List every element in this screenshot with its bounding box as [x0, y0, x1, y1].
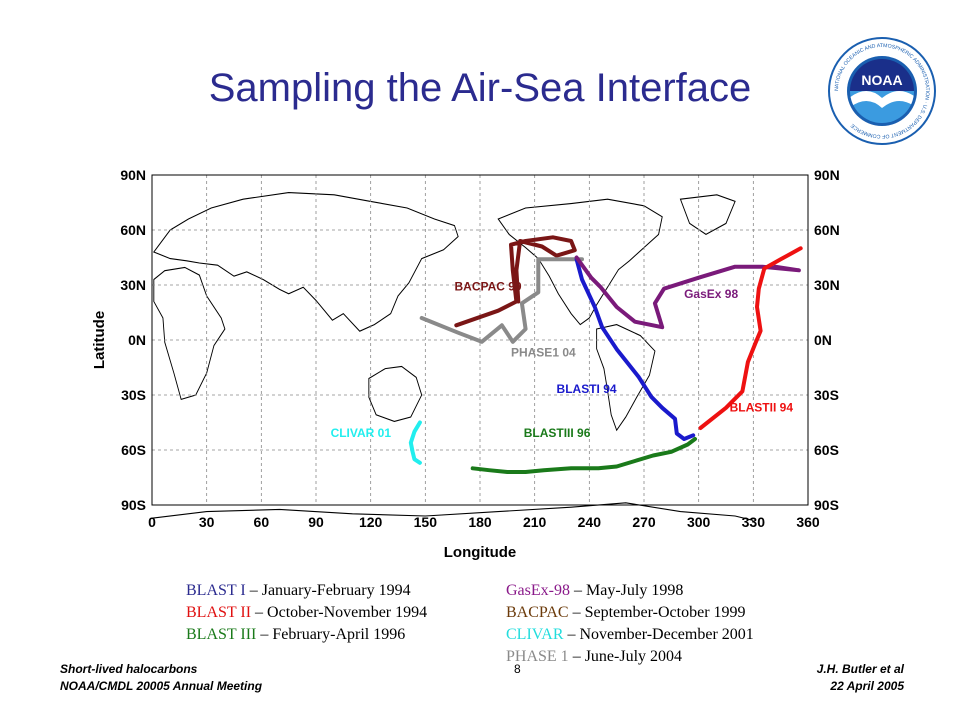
sampling-map: BACPAC 99 PHASE1 04 BLASTI 94 GasEx 98 BLAST… [91, 167, 840, 561]
x-tick-label: 0 [148, 514, 156, 530]
legend-dates: – October-November 1994 [251, 604, 428, 621]
plot-area: BACPAC 99 PHASE1 04 BLASTI 94 GasEx 98 BLAST… [91, 167, 840, 561]
legend-name: BLAST I [186, 582, 246, 599]
x-tick-label: 90 [308, 514, 324, 530]
x-tick-labels: 0 30 60 90 120 150 180 210 240 270 300 330 360 [148, 514, 820, 530]
coastline-greenland [679, 194, 736, 236]
track-label: BLASTII 94 [730, 401, 794, 415]
x-tick-label: 150 [414, 514, 438, 530]
legend-name: BACPAC [506, 604, 569, 621]
legend-name: CLIVAR [506, 626, 564, 643]
x-tick-label: 270 [632, 514, 656, 530]
footer-left-line1: Short-lived halocarbons [60, 662, 198, 676]
legend-entry-bacpac: BACPAC – September-October 1999 [506, 604, 746, 622]
y-tick-label-right: 30N [814, 277, 840, 293]
noaa-logo: NOAA NATIONAL OCEANIC AND ATMOSPHERIC AD… [828, 37, 936, 145]
coastline-africa [153, 266, 226, 401]
y-axis-label-left: Latitude [91, 311, 108, 369]
track-bacpac-99 [454, 235, 577, 328]
track-label: CLIVAR 01 [331, 426, 392, 440]
track-blastiii-96 [470, 437, 697, 474]
track-label: BACPAC 99 [454, 280, 521, 294]
gridlines [152, 175, 808, 505]
track-phase1-04 [419, 257, 584, 344]
x-tick-label: 180 [468, 514, 492, 530]
x-tick-label: 210 [523, 514, 547, 530]
track-label: BLASTIII 96 [524, 426, 591, 440]
legend-name: GasEx-98 [506, 582, 570, 599]
track-label: PHASE1 04 [511, 346, 576, 360]
y-tick-labels-right: 90N 60N 30N 0N 30S 60S 90S [814, 167, 840, 513]
legend-entry-gasex: GasEx-98 – May-July 1998 [506, 582, 683, 600]
track-clivar-01 [408, 420, 422, 465]
y-tick-label-left: 90S [121, 497, 146, 513]
y-tick-label-right: 60S [814, 442, 839, 458]
y-tick-label-right: 30S [814, 387, 839, 403]
page-number: 8 [514, 662, 521, 676]
footer-right-line2: 22 April 2005 [830, 679, 904, 693]
x-tick-label: 330 [742, 514, 766, 530]
y-tick-label-left: 60S [121, 442, 146, 458]
y-tick-label-left: 60N [120, 222, 146, 238]
cruise-tracks [408, 235, 803, 474]
y-tick-label-right: 90S [814, 497, 839, 513]
noaa-logo-wordmark: NOAA [861, 72, 902, 88]
y-tick-label-left: 0N [128, 332, 146, 348]
y-tick-label-right: 60N [814, 222, 840, 238]
legend-dates: – May-July 1998 [569, 582, 684, 599]
legend-entry-blast-1: BLAST I – January-February 1994 [186, 582, 411, 600]
coastline-north-america [497, 198, 663, 326]
x-tick-label: 240 [578, 514, 602, 530]
legend-name: BLAST II [186, 604, 252, 621]
y-tick-label-right: 0N [814, 332, 832, 348]
legend-entry-blast-3: BLAST III – February-April 1996 [186, 626, 405, 644]
footer-right-line1: J.H. Butler et al [816, 662, 904, 676]
slide-title: Sampling the Air-Sea Interface [208, 66, 752, 110]
map-frame [151, 174, 809, 506]
y-tick-label-left: 90N [120, 167, 146, 183]
x-tick-label: 120 [359, 514, 383, 530]
footer-left-line2: NOAA/CMDL 20005 Annual Meeting [60, 679, 263, 693]
coastline-south-america [596, 324, 656, 432]
legend-dates: – February-April 1996 [256, 626, 406, 643]
track-blastii-94 [698, 246, 803, 430]
track-label: GasEx 98 [684, 287, 738, 301]
coastline-antarctica [151, 502, 754, 521]
coastline-eurasia [153, 192, 459, 332]
coastline-australia [368, 365, 423, 422]
legend-dates: – January-February 1994 [245, 582, 411, 599]
legend-dates: – September-October 1999 [568, 604, 746, 621]
y-tick-label-left: 30N [120, 277, 146, 293]
track-blasti-94 [574, 257, 696, 441]
legend-dates: – November-December 2001 [563, 626, 754, 643]
x-axis-label: Longitude [444, 544, 516, 561]
legend-name: BLAST III [186, 626, 257, 643]
y-tick-label-right: 90N [814, 167, 840, 183]
track-gasex-98 [574, 255, 801, 330]
legend-entry-blast-2: BLAST II – October-November 1994 [186, 604, 427, 622]
x-tick-label: 300 [687, 514, 711, 530]
track-label: BLASTI 94 [557, 382, 617, 396]
legend-entry-clivar: CLIVAR – November-December 2001 [506, 626, 754, 644]
x-tick-label: 360 [796, 514, 820, 530]
coastlines [151, 192, 754, 521]
y-tick-label-left: 30S [121, 387, 146, 403]
x-tick-label: 30 [199, 514, 215, 530]
y-tick-labels-left: 90N 60N 30N 0N 30S 60S 90S [120, 167, 146, 513]
legend-entry-phase1: PHASE 1 – June-July 2004 [506, 648, 682, 666]
legend-name: PHASE 1 [506, 648, 569, 665]
track-labels: BACPAC 99 PHASE1 04 BLASTI 94 GasEx 98 BLAST… [331, 280, 794, 441]
legend-dates: – June-July 2004 [568, 648, 683, 665]
x-tick-label: 60 [254, 514, 270, 530]
